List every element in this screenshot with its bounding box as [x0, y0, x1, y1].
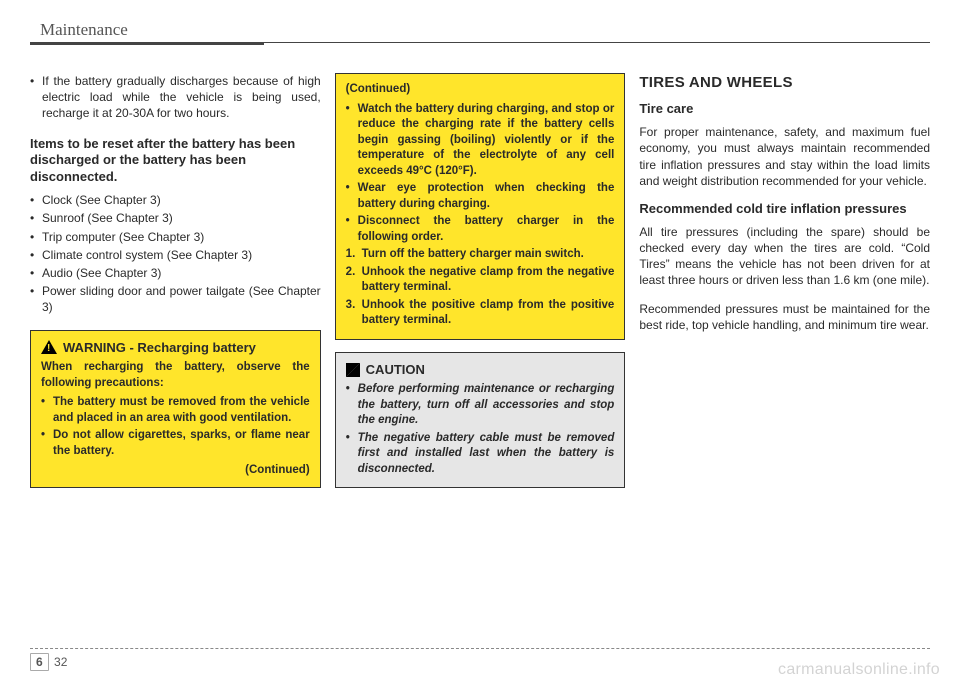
list-item: Watch the battery during charging, and s…: [346, 102, 615, 180]
reset-list: Clock (See Chapter 3) Sunroof (See Chapt…: [30, 192, 321, 315]
column-3: TIRES AND WHEELS Tire care For proper ma…: [639, 73, 930, 500]
content-columns: If the battery gradually discharges beca…: [30, 73, 930, 500]
tire-care-heading: Tire care: [639, 101, 930, 118]
cold-pressure-body-2: Recommended pressures must be maintained…: [639, 301, 930, 333]
continued-label: (Continued): [346, 82, 615, 98]
warning-triangle-icon: [41, 340, 57, 354]
list-item: The battery must be removed from the veh…: [41, 395, 310, 426]
tires-section-title: TIRES AND WHEELS: [639, 73, 930, 93]
header-rule: [30, 42, 930, 45]
list-item: Audio (See Chapter 3): [30, 265, 321, 281]
caution-box: CAUTION Before performing maintenance or…: [335, 352, 626, 489]
list-item: Disconnect the battery charger in the fo…: [346, 214, 615, 245]
watermark: carmanualsonline.info: [778, 661, 940, 679]
caution-list: Before performing maintenance or recharg…: [346, 382, 615, 477]
caution-title: CAUTION: [366, 361, 425, 379]
list-item: The negative battery cable must be remov…: [346, 431, 615, 478]
tire-care-body: For proper maintenance, safety, and maxi…: [639, 124, 930, 189]
continued-box: (Continued) Watch the battery during cha…: [335, 73, 626, 340]
cold-pressure-heading: Recommended cold tire inflation pressure…: [639, 201, 930, 218]
list-item: Do not allow cigarettes, sparks, or flam…: [41, 428, 310, 459]
column-2: (Continued) Watch the battery during cha…: [335, 73, 626, 500]
caution-icon: [346, 363, 360, 377]
chapter-number: 6: [30, 653, 49, 671]
manual-page: Maintenance If the battery gradually dis…: [0, 0, 960, 689]
warning-title-row: WARNING - Recharging battery: [41, 339, 310, 357]
intro-bullets: If the battery gradually discharges beca…: [30, 73, 321, 122]
list-item: Sunroof (See Chapter 3): [30, 210, 321, 226]
list-item: Power sliding door and power tailgate (S…: [30, 283, 321, 315]
caution-title-row: CAUTION: [346, 361, 615, 379]
list-item: Climate control system (See Chapter 3): [30, 247, 321, 263]
column-1: If the battery gradually discharges beca…: [30, 73, 321, 500]
reset-heading: Items to be reset after the battery has …: [30, 136, 321, 187]
warning-list: The battery must be removed from the veh…: [41, 395, 310, 459]
list-item: Trip computer (See Chapter 3): [30, 229, 321, 245]
intro-bullet: If the battery gradually discharges beca…: [30, 73, 321, 122]
list-item: Before performing maintenance or recharg…: [346, 382, 615, 429]
list-item: Turn off the battery charger main switch…: [346, 247, 615, 263]
continued-steps: Turn off the battery charger main switch…: [346, 247, 615, 329]
warning-title: WARNING - Recharging battery: [63, 339, 256, 357]
section-header: Maintenance: [40, 20, 930, 42]
cold-pressure-body-1: All tire pressures (including the spare)…: [639, 224, 930, 289]
list-item: Wear eye protection when checking the ba…: [346, 181, 615, 212]
page-number: 32: [54, 655, 67, 669]
continued-tag: (Continued): [41, 463, 310, 479]
list-item: Clock (See Chapter 3): [30, 192, 321, 208]
warning-box: WARNING - Recharging battery When rechar…: [30, 330, 321, 488]
list-item: Unhook the positive clamp from the posit…: [346, 298, 615, 329]
continued-bullets: Watch the battery during charging, and s…: [346, 102, 615, 246]
list-item: Unhook the negative clamp from the negat…: [346, 265, 615, 296]
warning-intro: When recharging the battery, observe the…: [41, 360, 310, 391]
